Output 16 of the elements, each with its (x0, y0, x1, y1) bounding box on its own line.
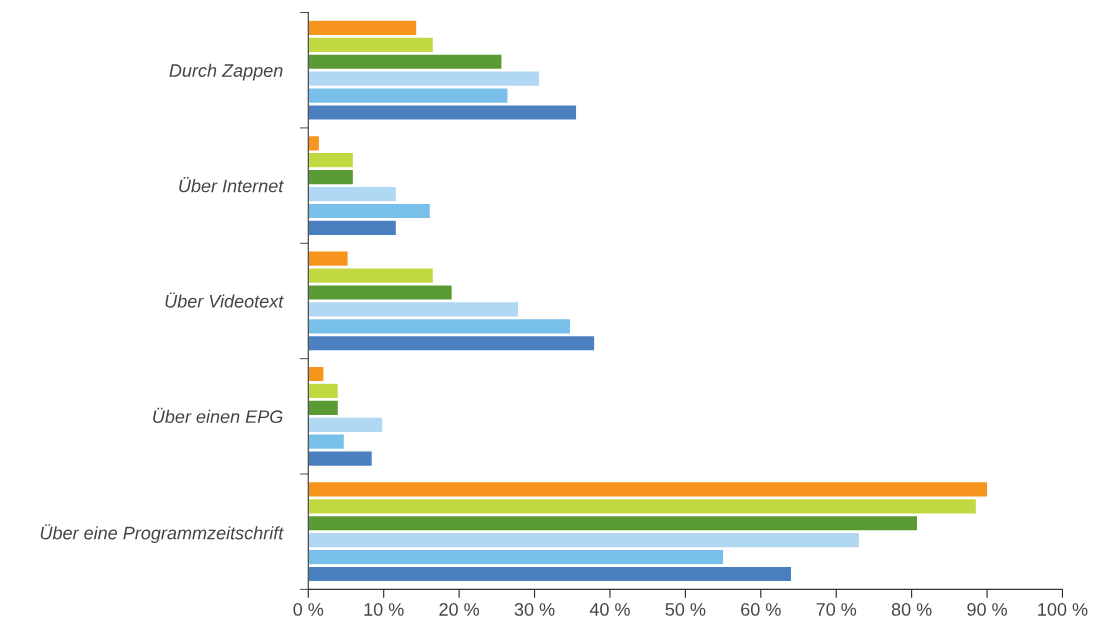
x-tick-label: 70 % (816, 603, 857, 616)
x-tick-label: 80 % (891, 603, 932, 616)
y-tick-label: Über eine Programmzeitschrift (40, 524, 284, 543)
x-tick-label: 50 % (665, 603, 706, 616)
y-tick-label: Über Internet (179, 177, 284, 193)
x-tick-label: 0 % (293, 603, 324, 616)
x-tick-label: 60 % (741, 603, 781, 616)
x-tick-label: 10 % (364, 603, 404, 616)
y-tick-label: Über Videotext (165, 292, 284, 308)
y-tick-label: Durch Zappen (169, 63, 283, 81)
x-tick-label: 40 % (589, 603, 630, 616)
x-tick-label: 30 % (514, 603, 555, 616)
x-tick-label: 100 % (1038, 603, 1088, 616)
x-tick-label: 90 % (967, 603, 1007, 616)
x-tick-label: 20 % (439, 603, 480, 616)
y-tick-label: Über einen EPG (153, 407, 283, 424)
